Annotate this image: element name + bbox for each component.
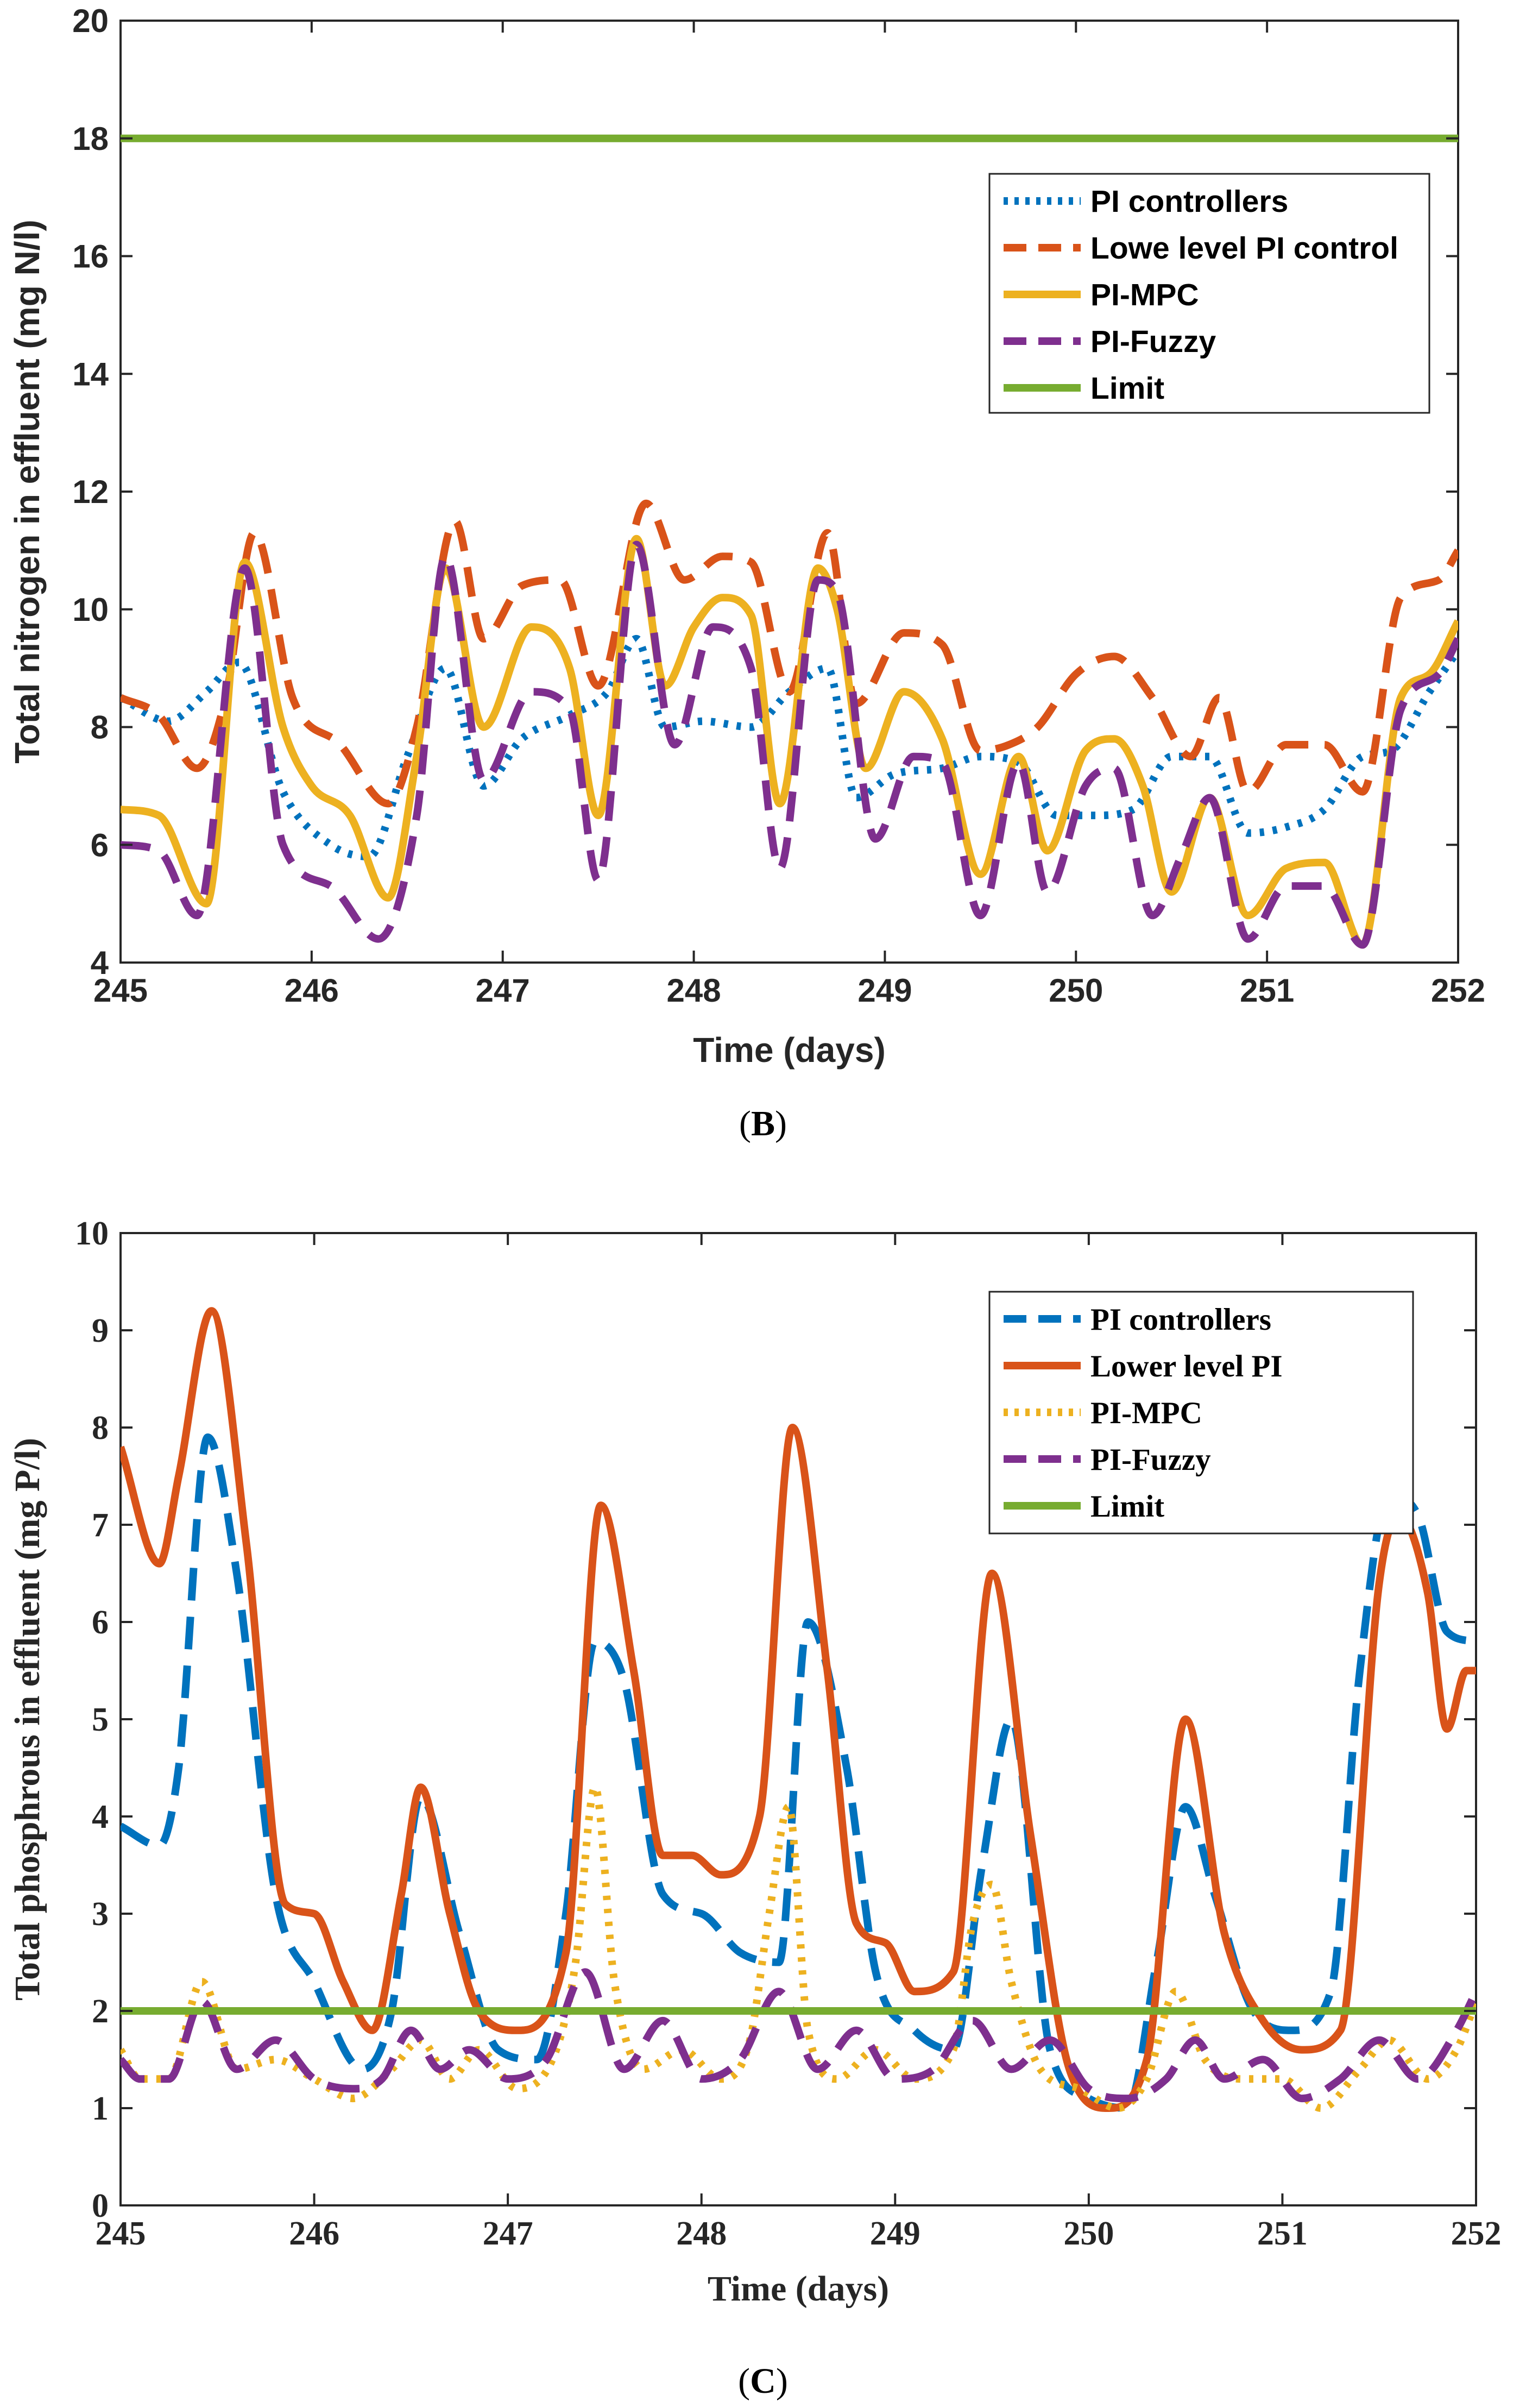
y-axis-label: Total nitrogen in effluent (mg N/l) xyxy=(8,219,47,763)
chart-b: (B) 245 246 247 248 249 250 251 252 4 6 8 10 12 14 16 1… xyxy=(8,3,1485,1143)
x-tick-label: 249 xyxy=(870,2215,920,2252)
y-tick-label: 18 xyxy=(72,121,109,157)
y-tick-label: 10 xyxy=(75,1215,109,1252)
legend-label: PI-MPC xyxy=(1090,278,1199,312)
y-tick-label: 9 xyxy=(92,1312,109,1349)
x-tick-label: 252 xyxy=(1431,972,1485,1009)
plot-area xyxy=(119,20,1459,964)
x-tick-label: 245 xyxy=(93,972,148,1009)
series-group xyxy=(121,134,1458,949)
y-tick-label: 0 xyxy=(92,2187,109,2224)
panel-label-c-text: C xyxy=(750,2361,776,2401)
series-line-pi-controllers xyxy=(121,634,1458,860)
legend-label: Limit xyxy=(1090,371,1164,406)
series-line-lowe-level-pi-control xyxy=(121,499,1458,808)
x-tick-label: 246 xyxy=(289,2215,339,2252)
y-tick-label: 6 xyxy=(92,1604,109,1641)
y-tick-label: 3 xyxy=(92,1896,109,1933)
x-tick-label: 250 xyxy=(1049,972,1103,1009)
y-tick-label: 8 xyxy=(91,709,109,746)
y-tick-label: 20 xyxy=(72,3,109,39)
legend-label: PI-Fuzzy xyxy=(1090,324,1216,359)
x-tick-label: 252 xyxy=(1451,2215,1502,2252)
y-tick-label: 10 xyxy=(72,592,109,628)
x-axis-label: Time (days) xyxy=(693,1030,886,1070)
x-tick-label: 250 xyxy=(1063,2215,1114,2252)
x-tick-label: 248 xyxy=(676,2215,727,2252)
y-tick-label: 2 xyxy=(92,1993,109,2030)
x-tick-label: 251 xyxy=(1240,972,1294,1009)
series-group xyxy=(121,1307,1476,2112)
series-line-pi-fuzzy xyxy=(121,540,1458,949)
x-tick-label: 248 xyxy=(667,972,721,1009)
y-tick-label: 1 xyxy=(92,2090,109,2127)
y-tick-label: 16 xyxy=(72,238,109,275)
series-line-lower-level-pi xyxy=(121,1307,1476,2112)
y-tick-label: 8 xyxy=(92,1410,109,1447)
x-axis-label: Time (days) xyxy=(708,2269,889,2309)
x-tick-label: 251 xyxy=(1257,2215,1308,2252)
y-tick-label: 4 xyxy=(92,1799,109,1835)
x-tick-label: 247 xyxy=(483,2215,533,2252)
chart-c: (C) 245 246 247 248 249 250 251 252 0 1 2 3 4 5 6 7 8 9 10… xyxy=(8,1215,1502,2401)
legend-label: Limit xyxy=(1090,1489,1164,1524)
y-tick-label: 6 xyxy=(91,827,109,863)
y-tick-label: 14 xyxy=(72,356,109,392)
legend-label: PI-MPC xyxy=(1090,1396,1202,1430)
legend-label: Lower level PI xyxy=(1090,1349,1283,1384)
legend: PI controllers Lower level PI PI-MPC PI-Fuz… xyxy=(988,1291,1414,1535)
series-line-pi-controllers xyxy=(121,1433,1476,2112)
panel-label-c: (C) xyxy=(738,2361,788,2401)
x-tick-label: 245 xyxy=(96,2215,146,2252)
panel-label-b-text: B xyxy=(751,1104,775,1143)
legend-label: PI controllers xyxy=(1090,1303,1271,1337)
y-axis-label: Total phosphrous in effluent (mg P/l) xyxy=(8,1438,47,2001)
legend-label: PI controllers xyxy=(1090,184,1288,219)
x-tick-label: 249 xyxy=(857,972,912,1009)
x-tick-label: 246 xyxy=(285,972,339,1009)
series-line-pi-fuzzy xyxy=(121,1968,1476,2103)
y-tick-label: 12 xyxy=(72,474,109,510)
x-tick-label: 247 xyxy=(476,972,530,1009)
panel-label-b: (B) xyxy=(739,1104,787,1143)
y-tick-label: 4 xyxy=(91,945,109,981)
legend-label: Lowe level PI control xyxy=(1090,231,1398,266)
y-tick-label: 7 xyxy=(92,1507,109,1544)
legend-label: PI-Fuzzy xyxy=(1090,1443,1211,1477)
legend: PI controllers Lowe level PI control PI-MP… xyxy=(988,173,1430,414)
y-tick-label: 5 xyxy=(92,1701,109,1738)
